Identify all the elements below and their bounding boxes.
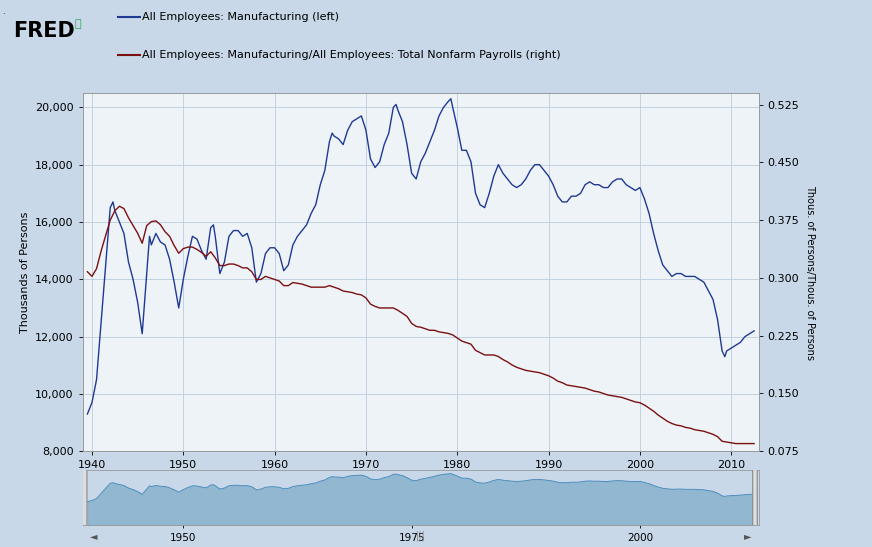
Y-axis label: Thousands of Persons: Thousands of Persons [20, 212, 30, 333]
Y-axis label: Thous. of Persons/Thous. of Persons: Thous. of Persons/Thous. of Persons [805, 185, 815, 359]
Text: ◄: ◄ [90, 531, 97, 541]
Text: FRED: FRED [13, 21, 75, 41]
Text: ⤴: ⤴ [74, 19, 81, 28]
FancyBboxPatch shape [82, 469, 87, 527]
Text: .: . [3, 7, 5, 16]
FancyBboxPatch shape [753, 469, 757, 527]
Text: All Employees: Manufacturing/All Employees: Total Nonfarm Payrolls (right): All Employees: Manufacturing/All Employe… [142, 50, 561, 60]
Text: |||: ||| [416, 531, 426, 542]
Text: All Employees: Manufacturing (left): All Employees: Manufacturing (left) [142, 12, 339, 22]
Text: ►: ► [745, 531, 752, 541]
